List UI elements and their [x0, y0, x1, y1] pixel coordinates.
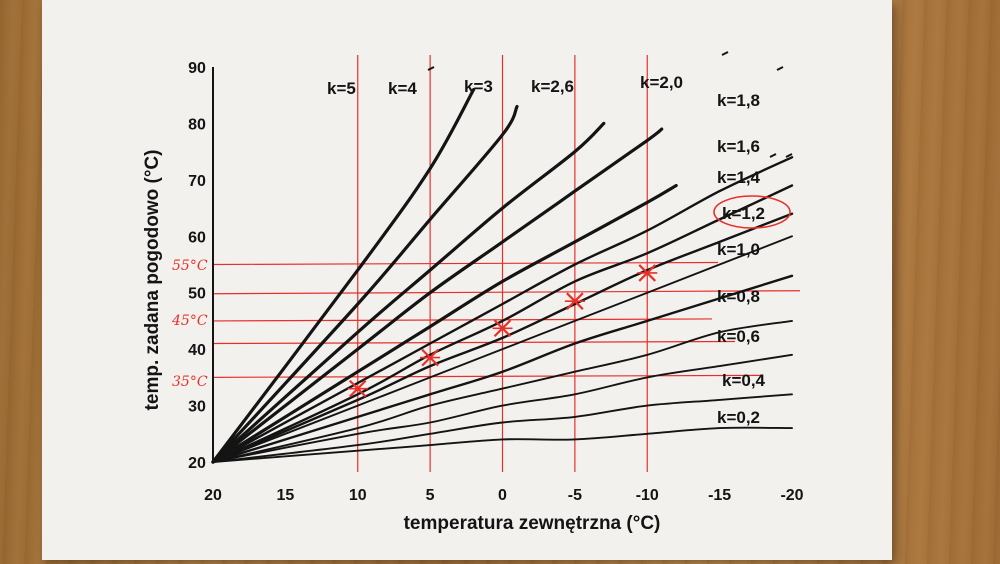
curve-label: k=1,4 — [717, 168, 761, 187]
labels-layer: k=5 k=4 k=3 k=2,6 k=2,0 k=1,8 k=1,6 k=1,4 k=1,2 k… — [171, 73, 791, 427]
curve-end-mark — [721, 51, 729, 56]
x-tick-label: 5 — [426, 487, 435, 504]
red-annotation-layer — [212, 55, 801, 472]
red-horizontal-line — [212, 340, 736, 345]
curve-line — [211, 88, 476, 464]
x-tick-label: 20 — [204, 487, 222, 504]
red-horizontal-line — [212, 290, 801, 295]
curve-label: k=4 — [388, 79, 417, 98]
x-tick-label: -5 — [568, 487, 582, 504]
curve-line — [212, 393, 793, 463]
curve-label: k=0,4 — [722, 371, 766, 390]
y-tick-label: 70 — [188, 173, 206, 190]
curve-label: k=1,6 — [717, 137, 760, 156]
y-tick-label: 40 — [188, 342, 206, 359]
y-axis-title: temp. zadana pogodowo (°C) — [142, 150, 163, 411]
curve-line — [211, 212, 794, 464]
curve-label: k=3 — [464, 77, 493, 96]
curve-label: k=1,0 — [717, 240, 760, 259]
curve-end-mark — [785, 153, 793, 158]
curve-end-mark — [769, 153, 777, 158]
curve-line — [211, 184, 794, 464]
red-cross-marker — [492, 319, 513, 338]
curve-line — [212, 235, 793, 463]
handwritten-temp-label: 45°C — [171, 313, 208, 329]
curve-line — [212, 319, 793, 463]
curve-label: k=0,2 — [717, 408, 760, 427]
x-tick-label: -10 — [636, 487, 659, 504]
curve-line — [212, 353, 793, 463]
handwritten-temp-label: 35°C — [172, 374, 208, 390]
x-tick-label: -15 — [708, 487, 731, 504]
red-horizontal-line — [212, 318, 713, 322]
x-tick-label: 0 — [498, 487, 507, 504]
curve-label: k=0,8 — [717, 287, 760, 306]
curve-label: k=2,6 — [531, 77, 574, 96]
y-tick-label: 30 — [188, 399, 206, 416]
curve-line — [211, 121, 606, 464]
red-cross-marker — [564, 292, 585, 310]
curve-label: k=2,0 — [640, 73, 683, 92]
y-tick-label: 80 — [188, 116, 206, 133]
curve-label: k=1,2 — [722, 204, 765, 223]
y-tick-label: 60 — [188, 229, 206, 246]
curve-line — [212, 426, 793, 463]
markers-layer — [347, 264, 658, 398]
handwritten-temp-label: 55°C — [172, 258, 208, 274]
red-cross-marker — [637, 264, 658, 282]
curve-label: k=5 — [327, 79, 356, 98]
curve-label: k=1,8 — [717, 91, 760, 110]
red-cross-marker — [347, 379, 368, 398]
curve-line — [211, 104, 519, 464]
x-axis-title: temperatura zewnętrzna (°C) — [404, 513, 661, 534]
curve-end-mark — [427, 66, 435, 71]
curve-label: k=0,6 — [717, 327, 760, 346]
y-tick-label: 90 — [188, 60, 206, 77]
x-tick-label: 10 — [349, 487, 367, 504]
curve-end-mark — [776, 66, 784, 71]
red-cross-marker — [420, 348, 441, 367]
curve-line — [211, 127, 664, 464]
red-horizontal-line — [212, 261, 719, 266]
paper-sheet — [42, 0, 892, 560]
curve-line — [211, 156, 794, 464]
y-tick-label: 50 — [188, 286, 206, 303]
y-tick-label: 20 — [188, 455, 206, 472]
highlight-circle — [713, 195, 791, 229]
x-tick-label: -20 — [780, 487, 803, 504]
x-tick-label: 15 — [276, 487, 294, 504]
curve-line — [211, 274, 794, 464]
curve-line — [211, 183, 678, 464]
curves-layer — [211, 51, 794, 464]
